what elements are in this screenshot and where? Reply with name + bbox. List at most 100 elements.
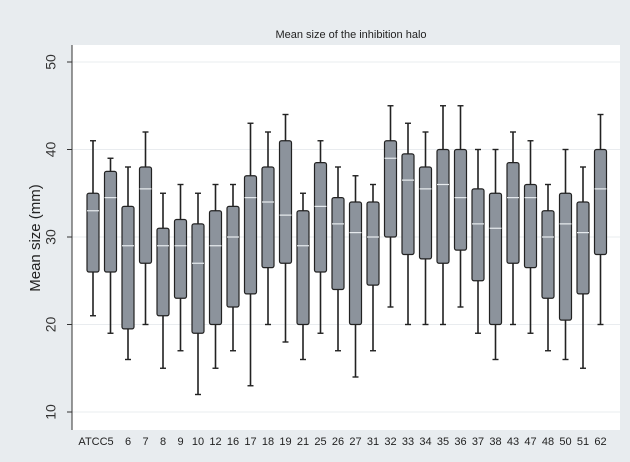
- x-tick-label-16: 16: [227, 436, 239, 448]
- x-tick-label-43: 43: [507, 436, 519, 448]
- x-tick-label-33: 33: [402, 436, 414, 448]
- y-tick-label-50: 50: [43, 54, 59, 70]
- x-tick-label-34: 34: [419, 436, 431, 448]
- box-51: [576, 166, 590, 369]
- iqr-box: [576, 201, 590, 295]
- box-8: [156, 192, 170, 369]
- iqr-box: [366, 201, 380, 286]
- x-tick-label-31: 31: [367, 436, 379, 448]
- x-tick-label-35: 35: [437, 436, 449, 448]
- box-34: [418, 131, 433, 326]
- iqr-box: [121, 205, 135, 330]
- box-33: [401, 122, 415, 326]
- iqr-box: [418, 166, 433, 260]
- iqr-box: [103, 170, 118, 273]
- iqr-box: [86, 192, 100, 273]
- box-37: [471, 148, 485, 334]
- box-16: [226, 183, 240, 352]
- y-tick-label-30: 30: [43, 229, 59, 245]
- box-9: [173, 183, 188, 352]
- box-36: [453, 105, 468, 308]
- box-27: [348, 175, 363, 378]
- box-47: [523, 140, 538, 334]
- x-tick-label-18: 18: [262, 436, 274, 448]
- x-tick-label-32: 32: [384, 436, 396, 448]
- x-tick-label-8: 8: [160, 436, 166, 448]
- box-6: [121, 166, 135, 361]
- x-tick-label-62: 62: [594, 436, 606, 448]
- iqr-box: [471, 188, 485, 282]
- x-tick-label-48: 48: [542, 436, 554, 448]
- iqr-box: [348, 201, 363, 326]
- box-10: [191, 192, 205, 396]
- x-tick-label-9: 9: [177, 436, 183, 448]
- iqr-box: [278, 140, 293, 264]
- box-26: [331, 166, 345, 352]
- iqr-box: [383, 140, 398, 238]
- box-ATCC: [86, 140, 100, 317]
- iqr-box: [208, 210, 223, 326]
- iqr-box: [453, 148, 468, 251]
- iqr-box: [156, 227, 170, 317]
- iqr-box: [593, 148, 608, 256]
- x-tick-label-51: 51: [577, 436, 589, 448]
- y-axis-label: Mean size (mm): [27, 184, 44, 292]
- box-35: [436, 105, 450, 326]
- iqr-box: [296, 210, 310, 326]
- x-tick-label-38: 38: [489, 436, 501, 448]
- iqr-box: [523, 183, 538, 269]
- x-tick-label-7: 7: [142, 436, 148, 448]
- box-50: [558, 148, 573, 361]
- boxes: [86, 105, 608, 396]
- chart-title: Mean size of the inhibition halo: [275, 29, 426, 41]
- box-21: [296, 192, 310, 361]
- iqr-box: [313, 162, 328, 273]
- box-43: [506, 131, 520, 326]
- iqr-box: [401, 153, 415, 256]
- box-38: [488, 148, 503, 361]
- y-tick-label-10: 10: [43, 404, 59, 420]
- iqr-box: [191, 223, 205, 334]
- x-tick-label-36: 36: [454, 436, 466, 448]
- box-17: [243, 122, 258, 387]
- x-tick-label-25: 25: [314, 436, 326, 448]
- x-tick-label-ATCC: ATCC: [78, 436, 107, 448]
- y-tick-label-40: 40: [43, 142, 59, 158]
- box-31: [366, 183, 380, 352]
- box-19: [278, 113, 293, 343]
- box-7: [138, 131, 153, 326]
- x-tick-label-19: 19: [279, 436, 291, 448]
- x-tick-label-27: 27: [349, 436, 361, 448]
- iqr-box: [243, 175, 258, 295]
- x-tick-label-37: 37: [472, 436, 484, 448]
- box-25: [313, 140, 328, 334]
- x-tick-label-26: 26: [332, 436, 344, 448]
- y-axis: 10 20 30 40 50: [43, 45, 73, 430]
- iqr-box: [226, 205, 240, 308]
- iqr-box: [261, 166, 275, 269]
- iqr-box: [138, 166, 153, 264]
- x-tick-label-6: 6: [125, 436, 131, 448]
- x-tick-label-10: 10: [192, 436, 204, 448]
- iqr-box: [173, 218, 188, 299]
- x-tick-label-21: 21: [297, 436, 309, 448]
- iqr-box: [558, 192, 573, 321]
- x-tick-label-5: 5: [107, 436, 113, 448]
- y-tick-label-20: 20: [43, 317, 59, 333]
- x-tick-label-12: 12: [209, 436, 221, 448]
- box-12: [208, 183, 223, 369]
- x-axis-ticks: ATCC 5 6 7 8 9 10 12 16 17 18 19 21 25 26 27 31 32 33 34 35 3…: [78, 436, 606, 448]
- box-18: [261, 131, 275, 326]
- box-48: [541, 183, 555, 352]
- iqr-box: [488, 192, 503, 326]
- box-62: [593, 113, 608, 326]
- iqr-box: [436, 148, 450, 264]
- x-tick-label-17: 17: [244, 436, 256, 448]
- iqr-box: [331, 197, 345, 291]
- iqr-box: [506, 162, 520, 264]
- box-32: [383, 105, 398, 308]
- box-5: [103, 157, 118, 334]
- x-tick-label-47: 47: [524, 436, 536, 448]
- x-tick-label-50: 50: [559, 436, 571, 448]
